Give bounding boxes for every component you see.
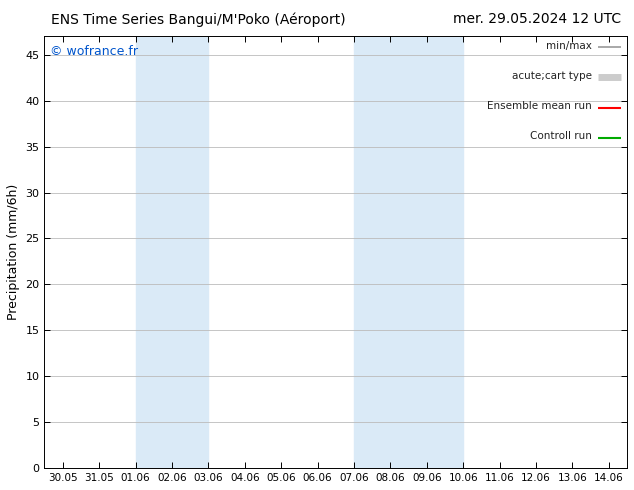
Text: © wofrance.fr: © wofrance.fr — [50, 45, 138, 58]
Bar — [136, 36, 209, 468]
Text: Controll run: Controll run — [530, 131, 592, 141]
Legend: min/max, acute;cart type, Ensemble mean run, Controll run: min/max, acute;cart type, Ensemble mean … — [486, 42, 622, 97]
Text: acute;cart type: acute;cart type — [512, 71, 592, 81]
Text: mer. 29.05.2024 12 UTC: mer. 29.05.2024 12 UTC — [453, 12, 621, 26]
Bar — [354, 36, 463, 468]
Y-axis label: Precipitation (mm/6h): Precipitation (mm/6h) — [7, 184, 20, 320]
Text: Ensemble mean run: Ensemble mean run — [488, 101, 592, 111]
Text: ENS Time Series Bangui/M'Poko (Aéroport): ENS Time Series Bangui/M'Poko (Aéroport) — [51, 12, 346, 27]
Text: min/max: min/max — [547, 41, 592, 50]
